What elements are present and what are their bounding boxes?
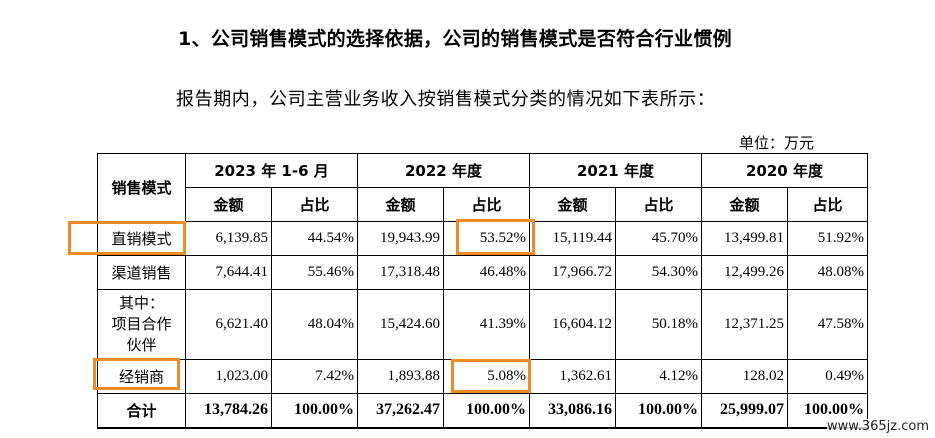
cell-share: 48.08% [787, 255, 868, 290]
section-heading: 1、公司销售模式的选择依据，公司的销售模式是否符合行业惯例 [178, 28, 732, 50]
intro-paragraph: 报告期内，公司主营业务收入按销售模式分类的情况如下表所示： [176, 89, 716, 110]
cell-amount: 37,262.47 [357, 393, 444, 429]
cell-share: 4.12% [615, 359, 702, 394]
cell-share: 47.58% [787, 289, 868, 360]
header-share: 占比 [443, 187, 530, 222]
cell-amount: 19,943.99 [357, 221, 444, 256]
header-amount: 金额 [701, 187, 788, 222]
cell-share: 100.00% [443, 393, 530, 429]
cell-amount: 1,362.61 [529, 359, 616, 394]
cell-share: 51.92% [787, 221, 868, 256]
header-period: 2023 年 1-6 月 [185, 153, 358, 188]
table-row: 经销商 1,023.00 7.42% 1,893.88 5.08% 1,362.… [97, 359, 868, 394]
header-share: 占比 [271, 187, 358, 222]
cell-amount: 12,499.26 [701, 255, 788, 290]
cell-amount: 6,621.40 [185, 289, 272, 360]
cell-share: 45.70% [615, 221, 702, 256]
highlight-box [451, 359, 531, 393]
cell-amount: 6,139.85 [185, 221, 272, 256]
cell-amount: 15,119.44 [529, 221, 616, 256]
highlight-box [456, 219, 535, 255]
row-label-line: 项目合作 [111, 315, 172, 333]
header-share: 占比 [615, 187, 702, 222]
cell-share: 54.30% [615, 255, 702, 290]
header-period: 2020 年度 [701, 153, 868, 188]
header-amount: 金额 [357, 187, 444, 222]
cell-amount: 13,784.26 [185, 393, 272, 429]
table-row-total: 合计 13,784.26 100.00% 37,262.47 100.00% 3… [97, 393, 868, 429]
cell-amount: 16,604.12 [529, 289, 616, 360]
row-label: 直销模式 [97, 221, 186, 256]
cell-amount: 17,318.48 [357, 255, 444, 290]
table-row: 直销模式 6,139.85 44.54% 19,943.99 53.52% 15… [97, 221, 868, 256]
sales-mode-table: 销售模式 2023 年 1-6 月 2022 年度 2021 年度 2020 年… [97, 153, 868, 429]
row-label: 合计 [97, 393, 186, 429]
cell-amount: 17,966.72 [529, 255, 616, 290]
cell-amount: 33,086.16 [529, 393, 616, 429]
header-period: 2021 年度 [529, 153, 702, 188]
table-row: 其中： 项目合作 伙伴 6,621.40 48.04% 15,424.60 41… [97, 289, 868, 360]
unit-label: 单位：万元 [739, 134, 815, 152]
row-label-line: 伙伴 [126, 336, 157, 354]
cell-share: 100.00% [615, 393, 702, 429]
row-label-line: 其中： [118, 294, 164, 312]
highlight-box [93, 358, 180, 390]
cell-share: 46.48% [443, 255, 530, 290]
cell-share: 41.39% [443, 289, 530, 360]
cell-amount: 13,499.81 [701, 221, 788, 256]
cell-share: 48.04% [271, 289, 358, 360]
cell-share: 0.49% [787, 359, 868, 394]
cell-share: 7.42% [271, 359, 358, 394]
header-period: 2022 年度 [357, 153, 530, 188]
cell-amount: 15,424.60 [357, 289, 444, 360]
header-amount: 金额 [185, 187, 272, 222]
cell-amount: 1,023.00 [185, 359, 272, 394]
cell-amount: 1,893.88 [357, 359, 444, 394]
table-row: 渠道销售 7,644.41 55.46% 17,318.48 46.48% 17… [97, 255, 868, 290]
cell-share: 5.08% [443, 359, 530, 394]
highlight-box [68, 221, 186, 255]
cell-share: 55.46% [271, 255, 358, 290]
cell-amount: 7,644.41 [185, 255, 272, 290]
cell-amount: 128.02 [701, 359, 788, 394]
header-amount: 金额 [529, 187, 616, 222]
row-label: 其中： 项目合作 伙伴 [97, 289, 186, 360]
row-label: 渠道销售 [97, 255, 186, 290]
cell-amount: 12,371.25 [701, 289, 788, 360]
cell-amount: 25,999.07 [701, 393, 788, 429]
watermark-text: www.365jz.com [827, 419, 929, 434]
cell-share: 44.54% [271, 221, 358, 256]
cell-share: 50.18% [615, 289, 702, 360]
cell-share: 100.00% [271, 393, 358, 429]
header-share: 占比 [787, 187, 868, 222]
header-sales-mode: 销售模式 [97, 153, 186, 222]
